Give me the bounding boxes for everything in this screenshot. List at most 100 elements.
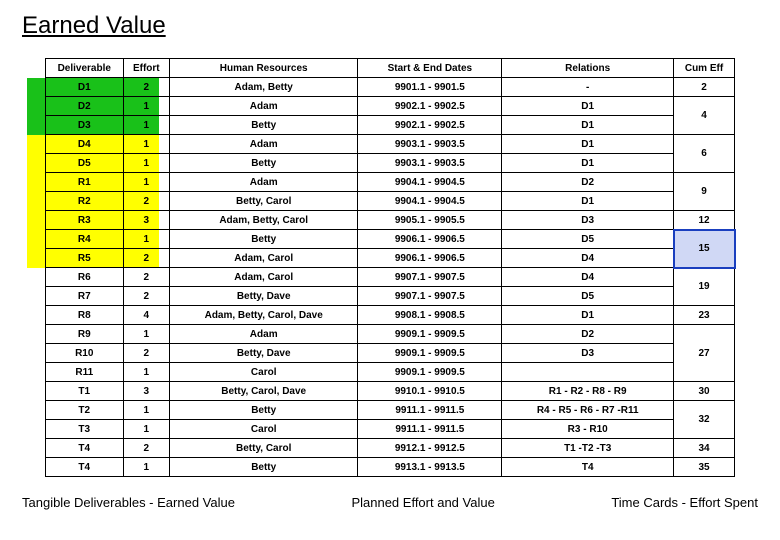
- dates-cell: 9913.1 - 9913.5: [358, 458, 502, 477]
- hr-cell: Betty: [170, 154, 358, 173]
- relations-cell: T1 -T2 -T3: [502, 439, 674, 458]
- effort-cell: 2: [123, 268, 170, 287]
- table-row: D21Adam9902.1 - 9902.5D14: [46, 97, 735, 116]
- table-row: R72Betty, Dave9907.1 - 9907.5D5: [46, 287, 735, 306]
- effort-cell: 2: [123, 344, 170, 363]
- column-header: Start & End Dates: [358, 59, 502, 78]
- dates-cell: 9903.1 - 9903.5: [358, 154, 502, 173]
- table-row: D31Betty9902.1 - 9902.5D1: [46, 116, 735, 135]
- cum-eff-cell: 34: [674, 439, 735, 458]
- table-row: R91Adam9909.1 - 9909.5D227: [46, 325, 735, 344]
- relations-cell: D4: [502, 268, 674, 287]
- relations-cell: D3: [502, 344, 674, 363]
- cum-eff-cell: 4: [674, 97, 735, 135]
- dates-cell: 9904.1 - 9904.5: [358, 192, 502, 211]
- cum-eff-cell: 9: [674, 173, 735, 211]
- deliverable-cell: R1: [46, 173, 124, 192]
- effort-cell: 1: [123, 97, 170, 116]
- hr-cell: Betty, Dave: [170, 344, 358, 363]
- relations-cell: -: [502, 78, 674, 97]
- hr-cell: Adam, Betty: [170, 78, 358, 97]
- effort-cell: 1: [123, 401, 170, 420]
- hr-cell: Betty, Dave: [170, 287, 358, 306]
- effort-cell: 2: [123, 78, 170, 97]
- table-row: D41Adam9903.1 - 9903.5D16: [46, 135, 735, 154]
- table-row: R111Carol9909.1 - 9909.5: [46, 363, 735, 382]
- cum-eff-cell: 19: [674, 268, 735, 306]
- table-row: R33Adam, Betty, Carol9905.1 - 9905.5D312: [46, 211, 735, 230]
- effort-cell: 2: [123, 439, 170, 458]
- cum-eff-cell: 2: [674, 78, 735, 97]
- hr-cell: Betty, Carol, Dave: [170, 382, 358, 401]
- table-row: R84Adam, Betty, Carol, Dave9908.1 - 9908…: [46, 306, 735, 325]
- earned-value-table: DeliverableEffortHuman ResourcesStart & …: [45, 58, 735, 477]
- dates-cell: 9904.1 - 9904.5: [358, 173, 502, 192]
- hr-cell: Adam: [170, 173, 358, 192]
- relations-cell: D3: [502, 211, 674, 230]
- relations-cell: D5: [502, 230, 674, 249]
- effort-cell: 1: [123, 173, 170, 192]
- effort-cell: 2: [123, 249, 170, 268]
- hr-cell: Adam, Betty, Carol: [170, 211, 358, 230]
- effort-cell: 1: [123, 135, 170, 154]
- effort-cell: 1: [123, 420, 170, 439]
- deliverable-cell: R9: [46, 325, 124, 344]
- cum-eff-cell: 6: [674, 135, 735, 173]
- deliverable-cell: R11: [46, 363, 124, 382]
- cum-eff-cell: 15: [674, 230, 735, 268]
- deliverable-cell: R3: [46, 211, 124, 230]
- effort-cell: 1: [123, 116, 170, 135]
- footer-left: Tangible Deliverables - Earned Value: [22, 495, 235, 510]
- dates-cell: 9909.1 - 9909.5: [358, 325, 502, 344]
- deliverable-cell: R4: [46, 230, 124, 249]
- relations-cell: D1: [502, 97, 674, 116]
- dates-cell: 9903.1 - 9903.5: [358, 135, 502, 154]
- footer-mid: Planned Effort and Value: [351, 495, 494, 510]
- table-row: R102Betty, Dave9909.1 - 9909.5D3: [46, 344, 735, 363]
- dates-cell: 9909.1 - 9909.5: [358, 344, 502, 363]
- cum-eff-cell: 27: [674, 325, 735, 382]
- table-row: T21Betty9911.1 - 9911.5R4 - R5 - R6 - R7…: [46, 401, 735, 420]
- table-row: T31Carol9911.1 - 9911.5R3 - R10: [46, 420, 735, 439]
- table-container: DeliverableEffortHuman ResourcesStart & …: [45, 58, 735, 477]
- hr-cell: Betty, Carol: [170, 192, 358, 211]
- deliverable-cell: R10: [46, 344, 124, 363]
- cum-eff-cell: 30: [674, 382, 735, 401]
- table-row: D12Adam, Betty9901.1 - 9901.5-2: [46, 78, 735, 97]
- relations-cell: T4: [502, 458, 674, 477]
- table-row: R11Adam9904.1 - 9904.5D29: [46, 173, 735, 192]
- cum-eff-cell: 23: [674, 306, 735, 325]
- dates-cell: 9908.1 - 9908.5: [358, 306, 502, 325]
- effort-cell: 2: [123, 192, 170, 211]
- table-row: D51Betty9903.1 - 9903.5D1: [46, 154, 735, 173]
- table-row: R22Betty, Carol9904.1 - 9904.5D1: [46, 192, 735, 211]
- effort-cell: 1: [123, 363, 170, 382]
- deliverable-cell: T4: [46, 458, 124, 477]
- page-title: Earned Value: [22, 12, 758, 40]
- deliverable-cell: R6: [46, 268, 124, 287]
- table-row: T13Betty, Carol, Dave9910.1 - 9910.5R1 -…: [46, 382, 735, 401]
- column-header: Cum Eff: [674, 59, 735, 78]
- effort-cell: 1: [123, 230, 170, 249]
- dates-cell: 9902.1 - 9902.5: [358, 97, 502, 116]
- dates-cell: 9907.1 - 9907.5: [358, 287, 502, 306]
- deliverable-cell: T4: [46, 439, 124, 458]
- hr-cell: Betty: [170, 401, 358, 420]
- dates-cell: 9907.1 - 9907.5: [358, 268, 502, 287]
- relations-cell: D1: [502, 116, 674, 135]
- deliverable-cell: T3: [46, 420, 124, 439]
- deliverable-cell: D3: [46, 116, 124, 135]
- relations-cell: D4: [502, 249, 674, 268]
- relations-cell: D2: [502, 173, 674, 192]
- dates-cell: 9902.1 - 9902.5: [358, 116, 502, 135]
- relations-cell: [502, 363, 674, 382]
- hr-cell: Adam, Carol: [170, 268, 358, 287]
- relations-cell: D5: [502, 287, 674, 306]
- deliverable-cell: D2: [46, 97, 124, 116]
- effort-cell: 1: [123, 458, 170, 477]
- deliverable-cell: R8: [46, 306, 124, 325]
- deliverable-cell: R5: [46, 249, 124, 268]
- table-row: T42Betty, Carol9912.1 - 9912.5T1 -T2 -T3…: [46, 439, 735, 458]
- relations-cell: D1: [502, 135, 674, 154]
- deliverable-cell: R7: [46, 287, 124, 306]
